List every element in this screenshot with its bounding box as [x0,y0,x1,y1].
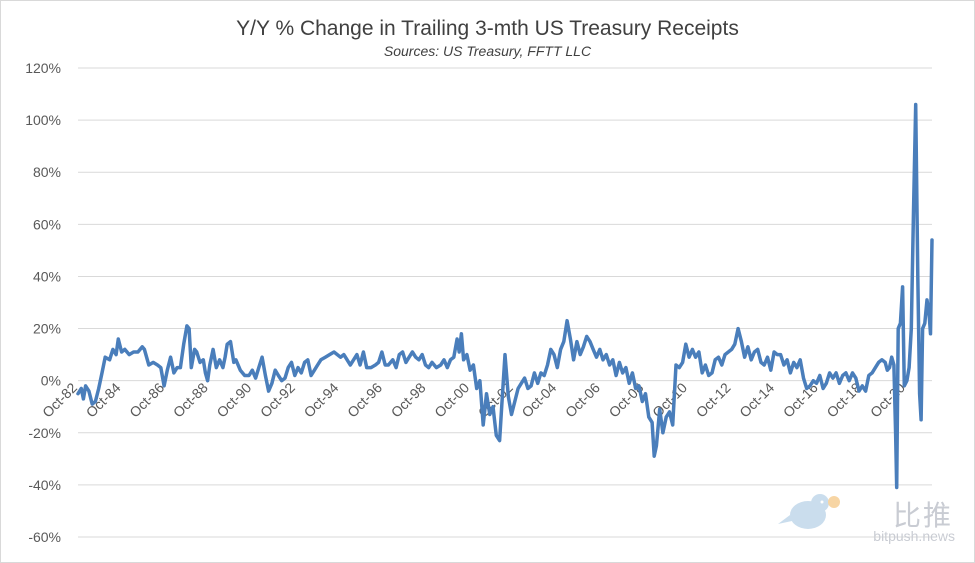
x-tick-label: Oct-14 [736,379,777,420]
y-tick-label: 100% [25,112,61,128]
x-tick-label: Oct-90 [213,379,254,420]
x-tick-label: Oct-06 [562,379,603,420]
x-tick-label: Oct-94 [301,379,342,420]
chart-subtitle: Sources: US Treasury, FFTT LLC [383,43,592,59]
y-tick-label: 120% [25,60,61,76]
chart-title: Y/Y % Change in Trailing 3-mth US Treasu… [236,17,739,40]
x-tick-label: Oct-86 [126,379,167,420]
x-tick-label: Oct-98 [388,379,429,420]
x-tick-label: Oct-96 [344,379,385,420]
y-axis: -60% -40% -20% 0% 20% 40% 60% 80% 100% 120% [25,60,61,545]
x-tick-label: Oct-00 [431,379,472,420]
y-tick-label: -60% [28,529,61,545]
gridlines [78,67,932,538]
y-tick-label: 60% [33,216,61,232]
y-tick-label: -40% [28,477,61,493]
series-line [76,102,934,490]
y-tick-label: -20% [28,425,61,441]
y-tick-label: 20% [33,321,61,337]
bird-logo-icon [778,494,840,529]
x-tick-label: Oct-92 [257,379,298,420]
x-tick-label: Oct-84 [83,379,124,420]
x-axis: Oct-82 Oct-84 Oct-86 Oct-88 Oct-90 Oct-92 Oct-… [39,379,908,420]
watermark-logo-text: 比推 [892,500,953,531]
x-tick-label: Oct-20 [867,379,908,420]
y-tick-label: 40% [33,268,61,284]
y-tick-label: 0% [41,373,61,389]
watermark-url: bitpush.news [873,528,955,544]
x-tick-label: Oct-12 [693,379,734,420]
x-tick-label: Oct-16 [780,379,821,420]
x-tick-label: Oct-04 [518,379,559,420]
x-tick-label: Oct-88 [170,379,211,420]
y-tick-label: 80% [33,164,61,180]
